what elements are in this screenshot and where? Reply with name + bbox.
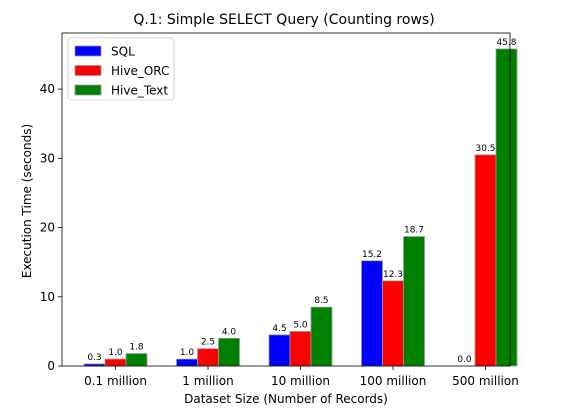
- data-label: 0.0: [457, 355, 472, 365]
- bar: [361, 260, 383, 367]
- plot-area: 0.3 1.0 4.5 15.2 0.0 1.0 2.5 5.0 12.3 30.5 1.8 4.0 8…: [40, 32, 519, 388]
- legend-entry: Hive_ORC: [111, 64, 169, 78]
- bar: [403, 236, 425, 367]
- x-axis-label: Dataset Size (Number of Records): [184, 392, 388, 406]
- data-label: 45.8: [496, 38, 516, 48]
- bar: [474, 154, 497, 367]
- bar: [197, 348, 219, 367]
- legend: SQL Hive_ORC Hive_Text: [67, 37, 175, 101]
- data-label: 2.5: [201, 338, 215, 348]
- data-label: 15.2: [362, 250, 382, 260]
- data-label: 8.5: [314, 296, 328, 306]
- data-label: 1.0: [180, 348, 195, 358]
- legend-swatch: [74, 45, 102, 57]
- x-tick-label: 1 million: [182, 374, 233, 388]
- data-label: 4.5: [272, 324, 286, 334]
- x-tick-label: 10 million: [271, 374, 330, 388]
- plot-frame: [61, 32, 511, 367]
- data-label: 1.8: [129, 343, 144, 353]
- y-tick-label: 10: [40, 290, 55, 304]
- data-label: 5.0: [293, 320, 308, 330]
- legend-swatch: [74, 65, 102, 76]
- data-label: 4.0: [222, 327, 237, 337]
- series-hive-text: 1.8 4.0 8.5 18.7 45.8: [125, 38, 518, 367]
- bar: [268, 334, 291, 367]
- bar: [176, 358, 198, 367]
- data-label: 18.7: [404, 226, 424, 236]
- data-label: 12.3: [383, 270, 403, 280]
- y-tick-label: 40: [40, 82, 55, 96]
- legend-entry: Hive_Text: [111, 84, 168, 98]
- y-tick-label: 20: [40, 221, 55, 235]
- y-tick-label: 0: [47, 359, 55, 373]
- bar: [125, 353, 148, 367]
- data-label: 30.5: [475, 144, 495, 154]
- y-tick-label: 30: [40, 151, 55, 165]
- x-tick-label: 100 million: [360, 374, 427, 388]
- bar: [310, 306, 333, 367]
- bar: [495, 48, 518, 367]
- x-tick-label: 0.1 million: [84, 374, 147, 388]
- chart-title: Q.1: Simple SELECT Query (Counting rows): [133, 12, 434, 28]
- y-axis-label: Execution Time (seconds): [20, 124, 34, 278]
- bar: [382, 280, 404, 367]
- series-hive-orc: 1.0 2.5 5.0 12.3 30.5: [104, 144, 497, 367]
- bar: [218, 337, 240, 367]
- legend-swatch: [74, 84, 102, 96]
- legend-entry: SQL: [111, 45, 135, 59]
- data-label: 0.3: [87, 353, 101, 363]
- bar: [104, 358, 127, 367]
- data-label: 1.0: [108, 348, 123, 358]
- bar: [289, 330, 312, 367]
- x-tick-label: 500 million: [452, 374, 519, 388]
